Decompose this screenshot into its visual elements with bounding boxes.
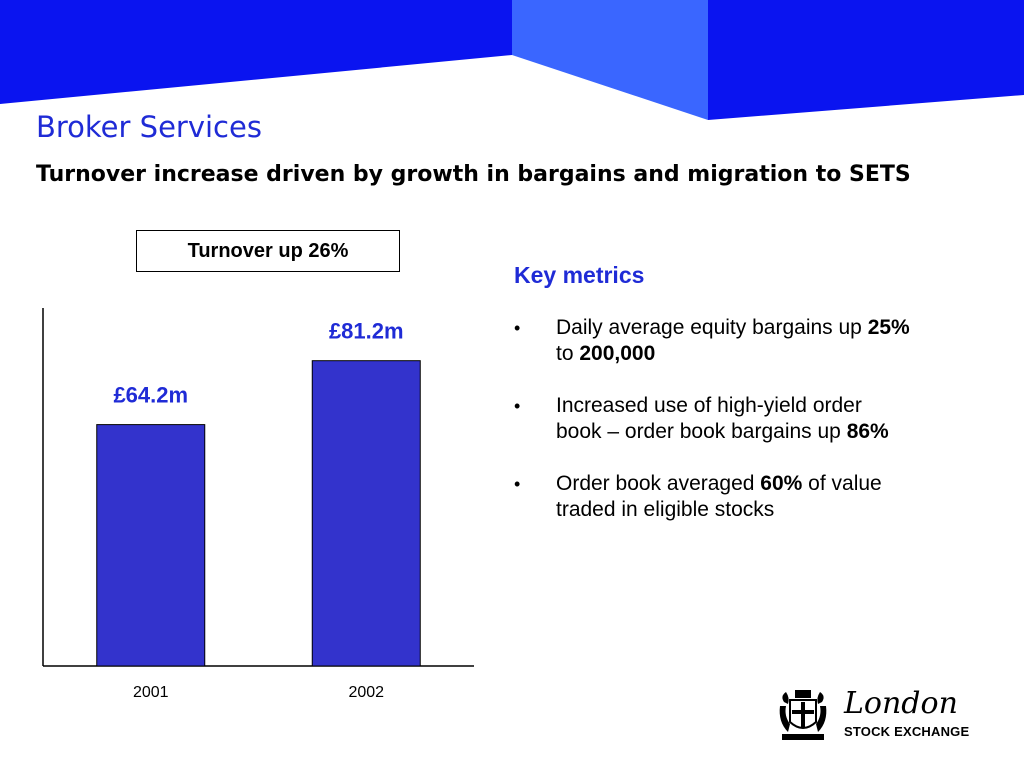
logo-subtitle: STOCK EXCHANGE [844, 724, 970, 739]
page-subtitle: Turnover increase driven by growth in ba… [36, 162, 911, 187]
banner-right-panel [708, 0, 1024, 120]
bullet-icon: • [514, 318, 521, 338]
bar-2001 [96, 424, 206, 667]
turnover-bar-chart: £64.2m 2001 £81.2m 2002 [42, 308, 474, 701]
key-metric-line: Order book averaged 60% of value [556, 472, 882, 495]
key-metric-line: book – order book bargains up 86% [556, 419, 1004, 445]
key-metric-item: • Increased use of high-yield order book –… [514, 393, 1004, 445]
x-tick-label-2001: 2001 [133, 684, 169, 701]
lse-logo: London STOCK EXCHANGE [776, 686, 1006, 744]
page-title: Broker Services [36, 110, 262, 144]
turnover-callout-text: Turnover up 26% [187, 239, 349, 262]
x-tick-label-2002: 2002 [348, 684, 384, 701]
data-label-2001: £64.2m [113, 383, 188, 408]
bullet-icon: • [514, 396, 521, 416]
key-metric-text: 25% [867, 316, 910, 339]
chart-marks: £64.2m 2001 £81.2m 2002 [96, 319, 421, 701]
key-metric-text: Increased use of high-yield order [556, 394, 862, 417]
key-metric-text: 200,000 [579, 342, 656, 365]
key-metrics-list: • Daily average equity bargains up 25% to … [514, 315, 1004, 523]
bullet-icon: • [514, 474, 521, 494]
data-label-2002: £81.2m [329, 319, 404, 344]
logo-name: London [844, 686, 958, 721]
turnover-callout-box: Turnover up 26% [136, 230, 400, 272]
key-metric-text: 60% [760, 472, 803, 495]
bar-2002 [311, 360, 421, 667]
key-metric-line: Increased use of high-yield order [556, 394, 862, 417]
key-metric-text: traded in eligible stocks [556, 498, 775, 521]
key-metric-line: traded in eligible stocks [556, 497, 1004, 523]
key-metric-item: • Daily average equity bargains up 25% to … [514, 315, 1004, 367]
key-metric-text: 86% [846, 420, 889, 443]
key-metrics-heading: Key metrics [514, 262, 645, 288]
key-metric-item: • Order book averaged 60% of value traded … [514, 471, 1004, 523]
key-metric-text: to [556, 342, 580, 365]
key-metric-text: Daily average equity bargains up [556, 316, 868, 339]
key-metric-line: to 200,000 [556, 341, 1004, 367]
header-banner [0, 0, 1024, 120]
key-metric-text: book – order book bargains up [556, 420, 847, 443]
key-metric-text: of value [802, 472, 882, 495]
key-metrics-panel: Key metrics • Daily average equity bargai… [514, 262, 1004, 549]
crest-icon [779, 690, 827, 740]
key-metric-text: Order book averaged [556, 472, 761, 495]
banner-left-panel [0, 0, 512, 104]
banner-middle-panel [512, 0, 708, 120]
key-metric-line: Daily average equity bargains up 25% [556, 316, 910, 339]
